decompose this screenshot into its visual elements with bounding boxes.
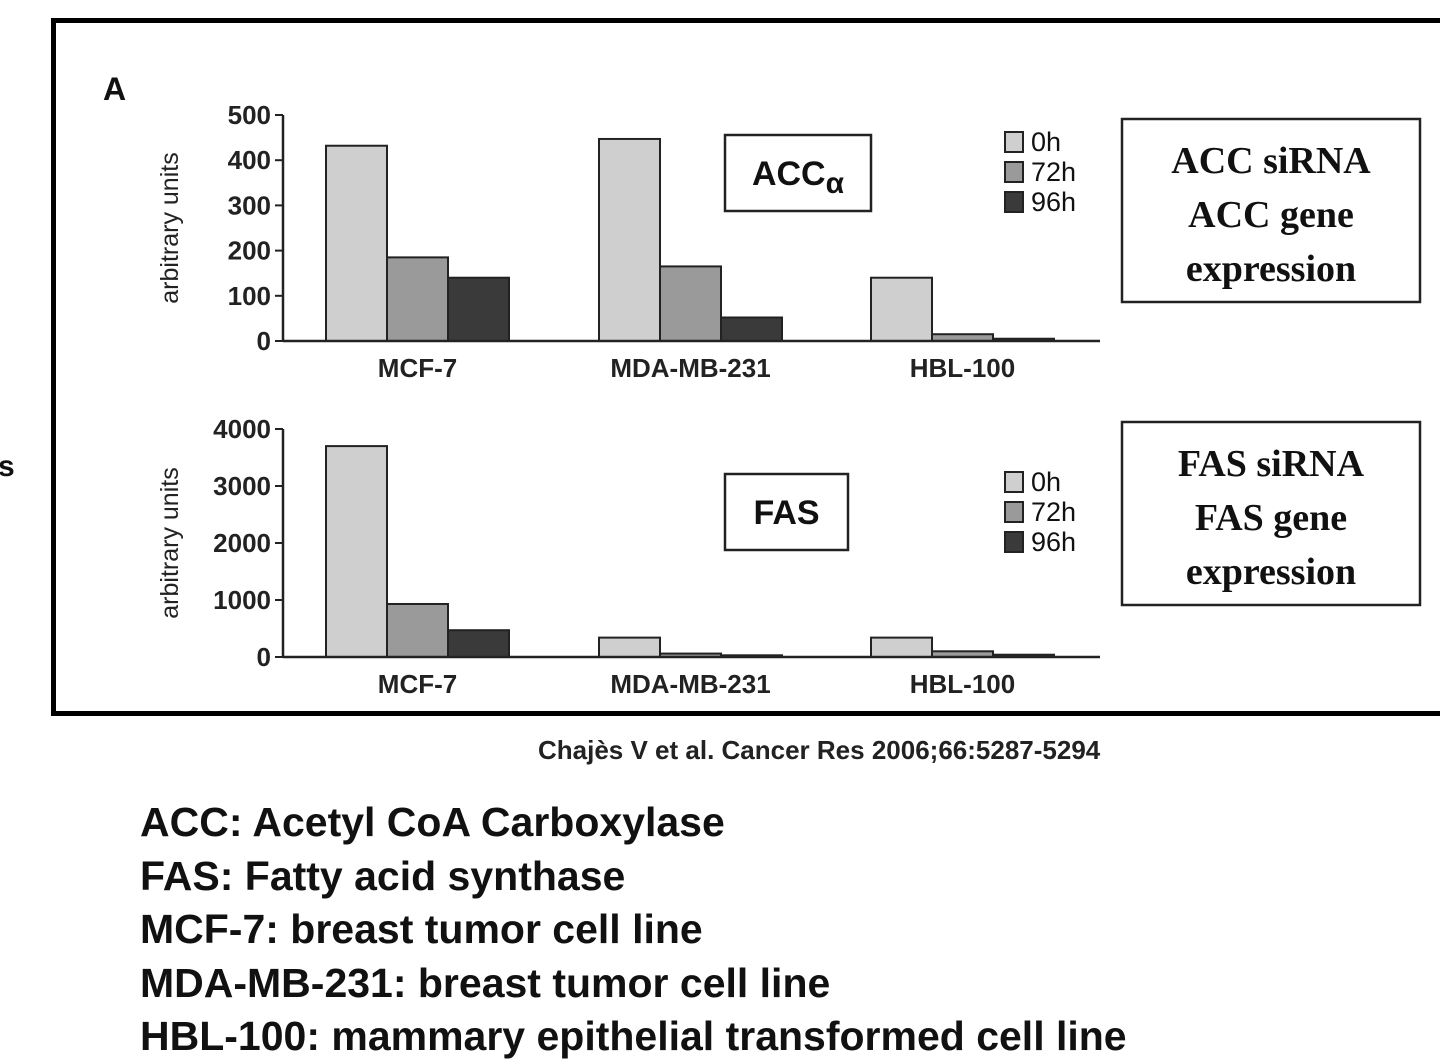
legend-swatch (1004, 531, 1024, 553)
x-category-label: HBL-100 (910, 669, 1015, 699)
bar-0h-MDA-MB-231 (598, 137, 661, 342)
side-label-line: ACC gene (1188, 194, 1354, 236)
side-label-box (1120, 420, 1422, 607)
inset-label-box (723, 133, 873, 213)
y-axis-title: arbitrary units (156, 467, 184, 618)
glossary-item-hbl100: HBL-100: mammary epithelial transformed … (140, 1013, 1127, 1059)
bar-0h-HBL-100 (870, 636, 933, 658)
legend-label: 72h (1031, 497, 1076, 527)
bar-96h-MDA-MB-231 (720, 316, 783, 343)
bar-0h-HBL-100 (870, 276, 933, 342)
y-tick-label: 100 (228, 281, 271, 311)
side-label-box (1120, 117, 1422, 304)
bar-96h-MCF-7 (447, 629, 510, 659)
y-tick-label: 200 (228, 236, 271, 266)
side-label-line: FAS gene (1195, 497, 1347, 539)
legend-swatch (1004, 161, 1024, 183)
bar-0h-MDA-MB-231 (598, 636, 661, 658)
y-tick-label: 4000 (213, 414, 271, 444)
inset-label: ACCα (752, 155, 845, 200)
bar-0h-MCF-7 (325, 144, 388, 342)
y-tick-label: 3000 (213, 471, 271, 501)
glossary-item-mdamb231: MDA-MB-231: breast tumor cell line (140, 959, 831, 1006)
inset-label-box (723, 472, 850, 552)
bar-96h-MCF-7 (447, 276, 510, 342)
x-category-label: MDA-MB-231 (610, 669, 770, 699)
bar-0h-MCF-7 (325, 445, 388, 658)
y-tick-label: 0 (257, 642, 271, 672)
y-tick-label: 0 (257, 326, 271, 356)
legend-label: 72h (1031, 157, 1076, 187)
x-category-label: HBL-100 (910, 353, 1015, 383)
figure-charts: A 0 100 200 300 400 500 MCF-7 MDA-MB-231 HBL-100… (103, 71, 1422, 699)
side-label-line: ACC siRNA (1171, 140, 1371, 182)
stray-mark: s (0, 450, 15, 483)
x-category-label: MCF-7 (378, 669, 457, 699)
legend-label: 96h (1031, 187, 1076, 217)
glossary-item-fas: FAS: Fatty acid synthase (140, 852, 626, 899)
x-category-label: MCF-7 (378, 353, 457, 383)
y-tick-label: 400 (228, 145, 271, 175)
side-label-line: expression (1186, 248, 1356, 290)
legend-swatch (1004, 191, 1024, 213)
bar-72h-MCF-7 (386, 602, 449, 658)
inset-label: FAS (753, 494, 819, 532)
fas-chart: 0 1000 2000 3000 4000 MCF-7 MDA-MB-231 HBL-100 a… (156, 414, 1422, 699)
legend-swatch (1004, 471, 1024, 493)
bar-72h-MDA-MB-231 (659, 265, 722, 343)
legend-label: 0h (1031, 467, 1061, 497)
legend-swatch (1004, 501, 1024, 523)
y-tick-label: 2000 (213, 528, 271, 558)
y-tick-label: 500 (228, 100, 271, 130)
legend-label: 96h (1031, 527, 1076, 557)
figure-frame (51, 18, 1440, 716)
legend-label: 0h (1031, 127, 1061, 157)
glossary: ACC: Acetyl CoA Carboxylase FAS: Fatty a… (140, 796, 1127, 1064)
legend-swatch (1004, 131, 1024, 153)
side-label-line: expression (1186, 551, 1356, 593)
glossary-item-acc: ACC: Acetyl CoA Carboxylase (140, 799, 725, 845)
x-category-label: MDA-MB-231 (610, 353, 770, 383)
y-axis-title: arbitrary units (156, 152, 184, 303)
y-tick-label: 1000 (213, 585, 271, 615)
y-tick-label: 300 (228, 190, 271, 220)
acc-chart: 0 100 200 300 400 500 MCF-7 MDA-MB-231 HBL-100 ar… (156, 100, 1422, 383)
panel-label: A (103, 71, 126, 107)
bar-72h-MCF-7 (386, 256, 449, 343)
glossary-item-mcf7: MCF-7: breast tumor cell line (140, 906, 703, 952)
citation: Chajès V et al. Cancer Res 2006;66:5287-… (538, 735, 1101, 765)
side-label-line: FAS siRNA (1178, 443, 1365, 485)
